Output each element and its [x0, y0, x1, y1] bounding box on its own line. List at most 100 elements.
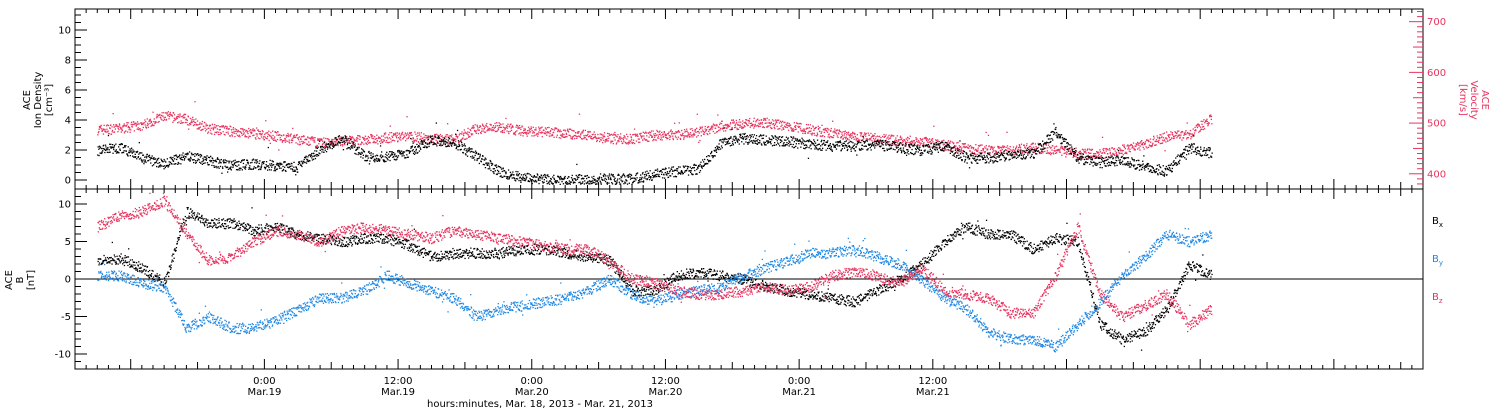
density-point [263, 161, 265, 163]
density-point [677, 168, 679, 170]
velocity-point [216, 132, 218, 134]
velocity-point [832, 120, 834, 122]
velocity-point [696, 136, 698, 138]
velocity-point [411, 140, 414, 143]
velocity-point [720, 122, 723, 125]
density-point [440, 145, 442, 147]
density-point [271, 164, 274, 166]
velocity-point [463, 129, 465, 131]
velocity-point [885, 139, 887, 141]
density-point [399, 150, 401, 152]
velocity-point [824, 128, 826, 130]
velocity-point [682, 132, 684, 134]
velocity-point [617, 140, 619, 142]
velocity-point [266, 137, 268, 140]
density-point [208, 164, 210, 166]
velocity-point [182, 121, 184, 124]
velocity-point [520, 128, 522, 131]
velocity-point [385, 140, 388, 142]
velocity-point [817, 128, 820, 130]
density-point [252, 158, 255, 160]
velocity-point [216, 128, 219, 130]
velocity-point [527, 132, 529, 135]
velocity-point [205, 130, 207, 132]
velocity-point [906, 141, 908, 143]
velocity-point [758, 122, 760, 124]
velocity-point [639, 141, 641, 143]
velocity-point [1208, 122, 1210, 125]
velocity-point [975, 144, 977, 146]
density-point [342, 141, 344, 143]
velocity-point [455, 138, 457, 141]
velocity-point [624, 135, 626, 138]
velocity-point [369, 142, 371, 144]
velocity-point [129, 131, 131, 133]
velocity-point [187, 124, 189, 126]
density-point [397, 155, 400, 157]
velocity-point [164, 116, 166, 118]
density-point [269, 159, 271, 161]
density-point [683, 166, 685, 168]
density-point [379, 155, 381, 157]
field-tick-label: 10 [58, 200, 71, 211]
density-point [172, 157, 174, 159]
density-point [245, 166, 247, 168]
velocity-point [248, 127, 250, 130]
velocity-point [242, 128, 244, 130]
density-point [479, 154, 481, 156]
velocity-point [973, 147, 975, 149]
density-point [354, 145, 356, 147]
velocity-point [738, 121, 740, 123]
density-point [360, 156, 362, 158]
velocity-point [796, 123, 799, 125]
velocity-point [1101, 152, 1104, 154]
velocity-point [893, 144, 895, 146]
velocity-point [842, 137, 844, 139]
velocity-point [812, 125, 814, 127]
velocity-point [519, 132, 521, 134]
velocity-point [330, 144, 332, 147]
density-point [240, 167, 242, 170]
velocity-point [676, 131, 678, 133]
velocity-point [523, 128, 525, 130]
density-point [314, 150, 316, 152]
density-point [456, 145, 458, 147]
velocity-point [117, 127, 119, 129]
velocity-point [1059, 149, 1061, 151]
date-tick-label: Mar.20 [515, 387, 549, 398]
velocity-point [234, 128, 236, 130]
velocity-point [827, 136, 829, 138]
velocity-point [232, 132, 234, 134]
velocity-point [439, 133, 442, 136]
density-point [579, 174, 581, 176]
velocity-point [419, 134, 421, 136]
velocity-point [689, 133, 691, 135]
velocity-point [127, 126, 129, 129]
velocity-point [1115, 151, 1118, 154]
velocity-point [550, 135, 552, 137]
velocity-point [297, 137, 299, 139]
velocity-point [470, 129, 472, 132]
density-point [124, 145, 126, 147]
velocity-point [329, 141, 332, 144]
density-point [387, 159, 389, 161]
density-point [583, 183, 585, 185]
density-point [136, 150, 139, 153]
density-point [427, 143, 429, 145]
velocity-point [1176, 132, 1178, 134]
density-point [227, 168, 230, 170]
density-point [430, 136, 432, 138]
velocity-point [809, 124, 811, 126]
velocity-point [127, 122, 129, 124]
velocity-point [130, 129, 132, 131]
density-point [541, 178, 543, 180]
velocity-point [657, 135, 660, 137]
velocity-point [1045, 147, 1047, 149]
velocity-point [873, 139, 876, 141]
velocity-point [332, 139, 334, 141]
density-point [451, 145, 453, 147]
velocity-point [1164, 150, 1166, 152]
velocity-point [510, 123, 512, 125]
velocity-point [518, 127, 520, 129]
velocity-point [984, 146, 986, 148]
